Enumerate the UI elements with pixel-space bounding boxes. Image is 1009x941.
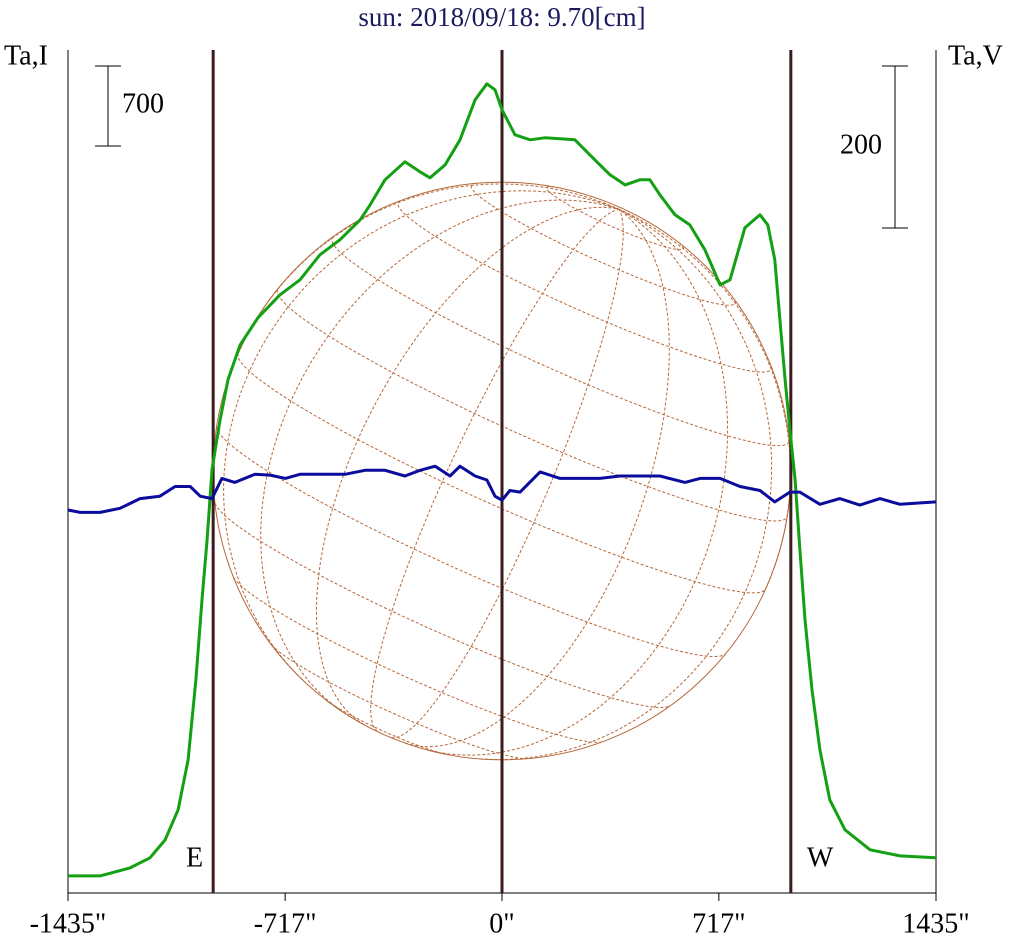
- disk-grid: [216, 426, 726, 658]
- disk-grid: [546, 185, 684, 251]
- disk-grid: [223, 190, 620, 680]
- limb-label: W: [807, 842, 834, 873]
- disk-grid: [391, 208, 624, 739]
- disk-grid: [271, 644, 527, 760]
- data-line: [68, 82, 937, 878]
- disk-grid: [405, 208, 670, 748]
- x-tick-label: -717": [254, 908, 317, 939]
- disk-grid: [479, 208, 773, 761]
- disk-grid: [397, 200, 772, 373]
- disk-grid: [370, 208, 620, 732]
- disk-grid: [237, 353, 767, 594]
- data-line: [67, 464, 937, 514]
- disk-grid: [260, 199, 620, 714]
- disk-grid: [315, 206, 619, 726]
- right-scale-bar-label: 200: [840, 129, 882, 160]
- x-tick-label: 717": [692, 908, 745, 939]
- left-scale-bar-label: 700: [122, 88, 164, 119]
- limb-label: E: [186, 842, 203, 873]
- disk-grid: [233, 577, 602, 743]
- chart-title: sun: 2018/09/18: 9.70[cm]: [358, 2, 645, 32]
- disk-grid: [214, 503, 670, 709]
- disk-grid: [326, 700, 449, 756]
- disk-grid: [331, 236, 790, 447]
- y2-axis-label: Ta,V: [948, 40, 1003, 71]
- y-axis-label: Ta,I: [4, 40, 48, 71]
- disk-grid: [427, 208, 729, 756]
- disk-grid: [470, 182, 736, 306]
- solar-disk: [212, 181, 792, 761]
- disk-grid: [276, 289, 788, 522]
- x-tick-label: 0": [489, 908, 514, 939]
- x-tick-label: 1435": [902, 908, 969, 939]
- x-tick-label: -1435": [30, 908, 107, 939]
